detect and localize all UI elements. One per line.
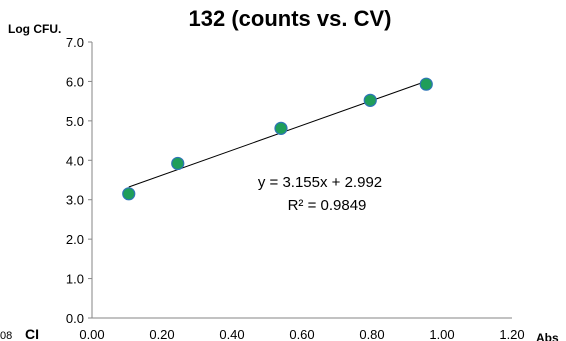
y-tick-label: 2.0	[66, 232, 84, 247]
y-tick-label: 5.0	[66, 114, 84, 129]
data-point	[363, 93, 377, 107]
left-edge-fragment: 08	[0, 330, 12, 341]
x-axis-label: Abs	[536, 331, 559, 341]
x-tick-labels: 0.00 0.20 0.40 0.60 0.80 1.00 1.20	[79, 327, 524, 341]
ci-label: CI	[25, 326, 39, 341]
y-tick-labels: 0.0 1.0 2.0 3.0 4.0 5.0 6.0 7.0	[66, 35, 92, 326]
x-tick-label: 1.20	[499, 327, 524, 341]
chart-title: 132 (counts vs. CV)	[189, 6, 392, 31]
x-tick-label: 0.40	[219, 327, 244, 341]
trendline	[128, 80, 427, 188]
trendline-equation: y = 3.155x + 2.992	[258, 174, 382, 191]
data-point	[274, 121, 288, 135]
data-point	[171, 156, 185, 171]
x-tick-label: 0.60	[289, 327, 314, 341]
y-tick-label: 1.0	[66, 272, 84, 287]
x-tick-label: 0.80	[359, 327, 384, 341]
x-tick-label: 0.00	[79, 327, 104, 341]
x-tick-label: 1.00	[429, 327, 454, 341]
y-tick-label: 4.0	[66, 153, 84, 168]
y-tick-label: 7.0	[66, 35, 84, 50]
y-tick-label: 0.0	[66, 311, 84, 326]
data-point	[122, 187, 136, 201]
data-point	[419, 77, 433, 91]
y-tick-label: 6.0	[66, 74, 84, 89]
data-points	[122, 77, 433, 201]
y-axis-label: Log CFU.	[8, 22, 61, 36]
trendline-r2: R² = 0.9849	[288, 197, 367, 214]
x-tick-label: 0.20	[149, 327, 174, 341]
y-tick-label: 3.0	[66, 193, 84, 208]
